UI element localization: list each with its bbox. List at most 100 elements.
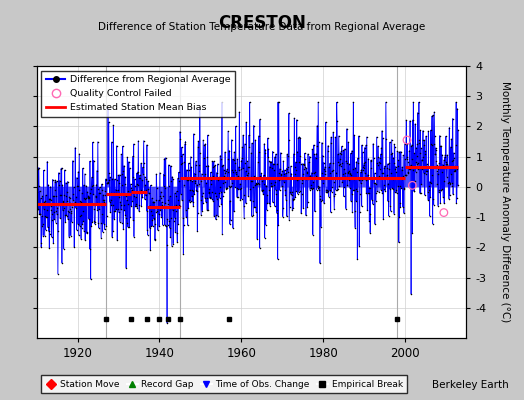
Point bbox=[219, 180, 227, 186]
Point bbox=[370, 174, 378, 180]
Point bbox=[357, 167, 365, 173]
Point bbox=[403, 154, 411, 161]
Point bbox=[330, 193, 338, 199]
Point bbox=[366, 185, 374, 191]
Point bbox=[34, 166, 42, 172]
Point bbox=[197, 212, 205, 218]
Point bbox=[374, 143, 382, 149]
Point bbox=[104, 119, 113, 126]
Point bbox=[408, 142, 416, 148]
Point bbox=[434, 186, 443, 193]
Point bbox=[316, 260, 324, 266]
Point bbox=[115, 194, 123, 200]
Point bbox=[292, 167, 301, 173]
Point bbox=[367, 165, 376, 171]
Point bbox=[161, 184, 169, 191]
Point bbox=[122, 214, 130, 221]
Point bbox=[105, 198, 114, 205]
Point bbox=[271, 154, 279, 160]
Point bbox=[307, 185, 315, 192]
Point bbox=[129, 217, 137, 224]
Point bbox=[128, 186, 136, 193]
Point bbox=[145, 190, 153, 196]
Point bbox=[453, 166, 461, 172]
Point bbox=[446, 180, 454, 187]
Point bbox=[248, 184, 257, 191]
Point bbox=[452, 200, 461, 206]
Point bbox=[450, 150, 458, 156]
Point bbox=[256, 173, 265, 180]
Point bbox=[264, 135, 272, 141]
Point bbox=[253, 176, 261, 182]
Point bbox=[93, 206, 102, 213]
Point bbox=[404, 170, 412, 176]
Point bbox=[429, 221, 437, 227]
Point bbox=[224, 156, 233, 162]
Point bbox=[175, 202, 183, 208]
Point bbox=[125, 158, 133, 165]
Point bbox=[284, 152, 292, 159]
Point bbox=[305, 153, 314, 160]
Point bbox=[133, 205, 141, 211]
Point bbox=[33, 186, 41, 192]
Point bbox=[414, 140, 423, 147]
Point bbox=[85, 246, 94, 252]
Point bbox=[67, 232, 75, 239]
Point bbox=[208, 188, 216, 195]
Point bbox=[214, 177, 223, 183]
Point bbox=[225, 147, 233, 154]
Point bbox=[343, 170, 352, 176]
Point bbox=[184, 177, 192, 184]
Point bbox=[212, 174, 221, 180]
Point bbox=[410, 188, 418, 194]
Point bbox=[92, 194, 100, 200]
Point bbox=[276, 166, 284, 172]
Point bbox=[359, 164, 367, 171]
Point bbox=[339, 147, 347, 154]
Point bbox=[274, 222, 282, 228]
Point bbox=[147, 182, 155, 188]
Point bbox=[236, 197, 245, 203]
Point bbox=[265, 186, 274, 193]
Point bbox=[425, 213, 434, 219]
Point bbox=[399, 204, 407, 210]
Point bbox=[390, 143, 399, 150]
Point bbox=[392, 187, 400, 194]
Point bbox=[325, 194, 333, 200]
Point bbox=[103, 180, 111, 186]
Point bbox=[189, 199, 197, 205]
Point bbox=[391, 164, 400, 170]
Point bbox=[157, 213, 166, 220]
Point bbox=[204, 190, 213, 196]
Point bbox=[227, 174, 235, 181]
Point bbox=[209, 164, 217, 170]
Point bbox=[269, 161, 277, 167]
Point bbox=[316, 196, 324, 202]
Point bbox=[364, 190, 372, 196]
Point bbox=[163, 216, 171, 222]
Point bbox=[75, 187, 83, 194]
Point bbox=[167, 163, 175, 169]
Point bbox=[296, 158, 304, 165]
Point bbox=[187, 198, 195, 204]
Point bbox=[277, 150, 285, 156]
Point bbox=[107, 189, 116, 196]
Point bbox=[209, 173, 217, 179]
Point bbox=[313, 143, 321, 149]
Point bbox=[206, 194, 215, 200]
Point bbox=[114, 209, 123, 216]
Point bbox=[67, 210, 75, 216]
Point bbox=[193, 228, 202, 234]
Point bbox=[301, 156, 309, 162]
Point bbox=[421, 148, 430, 154]
Point bbox=[318, 197, 326, 204]
Point bbox=[226, 198, 234, 204]
Point bbox=[155, 192, 163, 199]
Point bbox=[208, 196, 216, 202]
Point bbox=[384, 161, 392, 167]
Point bbox=[244, 164, 253, 170]
Point bbox=[123, 220, 132, 226]
Point bbox=[340, 193, 348, 200]
Point bbox=[379, 216, 388, 222]
Point bbox=[422, 161, 431, 168]
